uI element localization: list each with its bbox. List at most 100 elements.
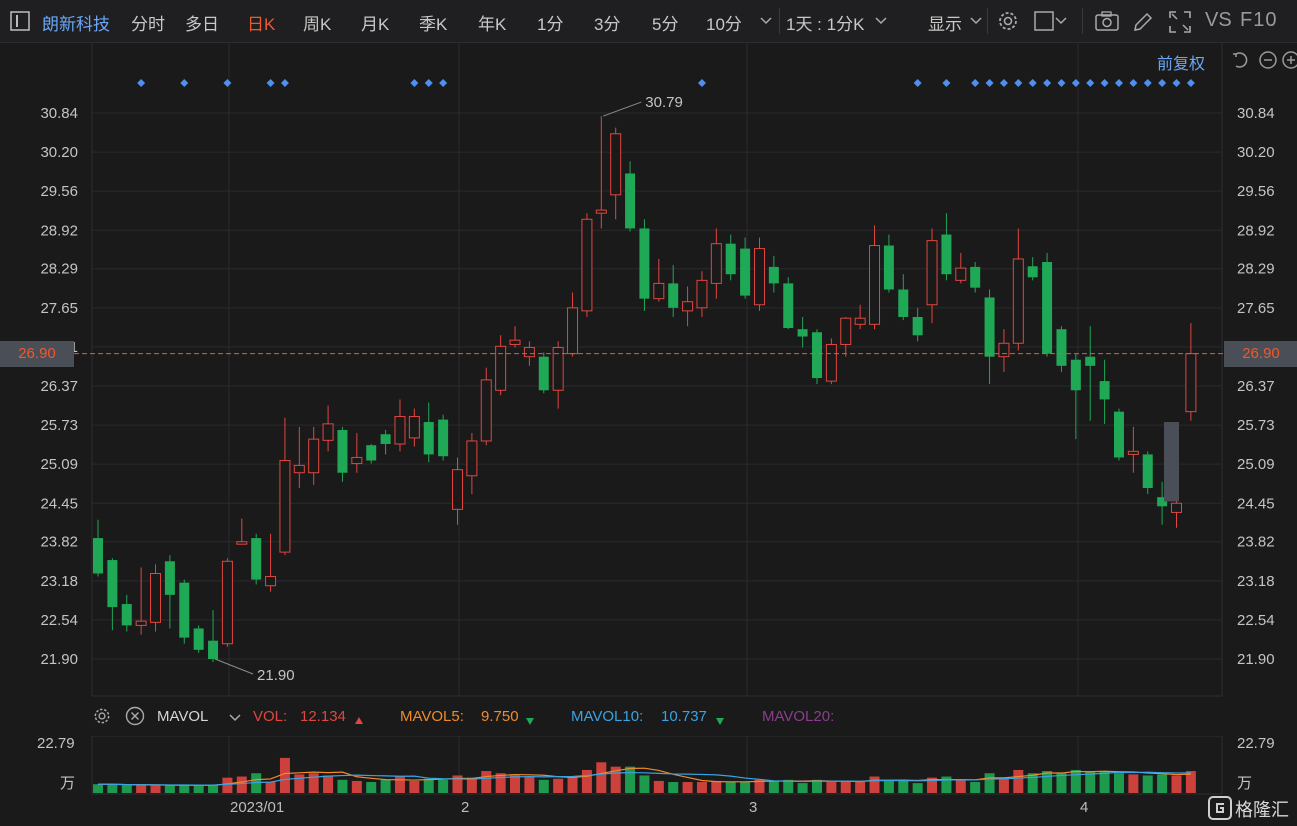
y-tick-label-left: 25.73: [40, 417, 78, 434]
period-tab-weekly[interactable]: 周K: [303, 15, 332, 34]
period-tab-3min[interactable]: 3分: [594, 15, 621, 34]
candle: [438, 414, 449, 461]
volume-bar: [567, 776, 578, 793]
signal-marker: [1043, 79, 1052, 87]
candle: [150, 564, 162, 632]
signal-marker: [1186, 79, 1195, 87]
y-tick-label-right: 27.65: [1237, 300, 1275, 317]
signal-marker: [424, 79, 433, 87]
mavol5-line: [98, 767, 1191, 786]
gear-icon[interactable]: [92, 706, 112, 731]
display-menu[interactable]: 显示: [928, 15, 962, 34]
f10-button[interactable]: F10: [1240, 9, 1278, 31]
period-tab-quarterly[interactable]: 季K: [419, 15, 448, 34]
price-chart[interactable]: 30.8430.2029.5628.9228.2927.6527.0126.37…: [0, 42, 1297, 697]
camera-icon[interactable]: [1094, 10, 1120, 37]
candle-body: [610, 133, 622, 196]
volume-bar: [510, 775, 521, 793]
period-tab-daily[interactable]: 日K: [247, 15, 276, 34]
signal-marker: [985, 79, 994, 87]
fullscreen-icon[interactable]: [1168, 10, 1192, 39]
candle: [797, 316, 808, 348]
candle-body: [797, 329, 808, 337]
sidebar-toggle-icon[interactable]: [10, 11, 30, 36]
period-tab-10min[interactable]: 10分: [706, 15, 742, 34]
chevron-down-icon[interactable]: [228, 711, 242, 729]
indicator-name[interactable]: MAVOL: [157, 708, 209, 725]
candle-body: [308, 438, 320, 474]
zoom-out-icon[interactable]: [1257, 49, 1279, 76]
volume-bar: [1142, 775, 1153, 793]
toolbar-divider: [1082, 8, 1083, 34]
volume-bar: [1113, 773, 1124, 793]
candle: [135, 567, 147, 635]
candle-body: [380, 434, 391, 445]
candle-body: [883, 245, 894, 290]
candle-body: [567, 307, 579, 355]
volume-bar: [423, 778, 434, 793]
volume-bar: [438, 779, 449, 793]
candle-body: [221, 560, 233, 645]
period-tab-multiday[interactable]: 多日: [185, 15, 219, 34]
volume-bar: [984, 773, 995, 793]
interval-select[interactable]: 1天 : 1分K: [786, 15, 865, 34]
period-tab-intraday[interactable]: 分时: [131, 15, 165, 34]
chevron-down-icon[interactable]: [874, 14, 888, 32]
layout-square-icon[interactable]: [1034, 10, 1068, 37]
close-icon[interactable]: [125, 706, 145, 731]
candle-body: [466, 440, 478, 477]
vs-compare-button[interactable]: VS: [1205, 9, 1232, 31]
candle: [740, 237, 751, 299]
volume-chart[interactable]: [0, 736, 1297, 796]
candle: [869, 225, 881, 330]
candle: [552, 341, 564, 409]
candle-body: [725, 243, 736, 275]
candle: [452, 457, 463, 525]
brand-logo-icon: [1208, 796, 1232, 825]
candle-body: [366, 445, 377, 461]
y-tick-label-left: 29.56: [40, 183, 78, 200]
max-price-leader: [603, 101, 642, 117]
chevron-down-icon[interactable]: [969, 14, 983, 32]
candle-body: [1171, 502, 1182, 513]
period-tab-5min[interactable]: 5分: [652, 15, 679, 34]
candle: [854, 304, 866, 330]
gear-icon[interactable]: [996, 9, 1020, 38]
candle: [1012, 228, 1024, 351]
candle-body: [1012, 258, 1024, 344]
candle-body: [926, 240, 938, 306]
volume-bar: [294, 774, 305, 793]
candle-body: [208, 640, 219, 659]
vol-label: VOL:: [253, 708, 288, 725]
y-tick-label-right: 21.90: [1237, 651, 1275, 668]
signal-marker: [1100, 79, 1109, 87]
volume-bar: [323, 775, 334, 793]
candle: [567, 292, 579, 357]
volume-bar: [121, 785, 132, 793]
period-tab-monthly[interactable]: 月K: [361, 15, 390, 34]
candle-body: [351, 456, 363, 465]
adjust-mode-button[interactable]: 前复权: [1157, 56, 1206, 73]
period-tab-1min[interactable]: 1分: [537, 15, 564, 34]
pencil-icon[interactable]: [1131, 10, 1155, 39]
candle-body: [322, 423, 334, 441]
candle: [610, 127, 622, 220]
zoom-in-icon[interactable]: [1280, 49, 1297, 76]
candle-body: [438, 419, 449, 457]
volume-bar: [466, 777, 477, 793]
chevron-down-icon[interactable]: [759, 14, 773, 32]
volume-bar: [696, 782, 707, 793]
stock-name[interactable]: 朗新科技: [42, 15, 110, 34]
candle: [1070, 353, 1081, 440]
candle: [337, 426, 348, 482]
candle-body: [970, 266, 981, 288]
candle: [480, 367, 492, 446]
mavol10-value: 10.737: [661, 708, 707, 725]
signal-marker: [913, 79, 922, 87]
volume-bar: [308, 773, 319, 793]
volume-bar: [797, 783, 808, 793]
period-tab-yearly[interactable]: 年K: [478, 15, 507, 34]
signal-marker: [410, 79, 419, 87]
reset-icon[interactable]: [1230, 49, 1252, 76]
signal-marker: [1172, 79, 1181, 87]
